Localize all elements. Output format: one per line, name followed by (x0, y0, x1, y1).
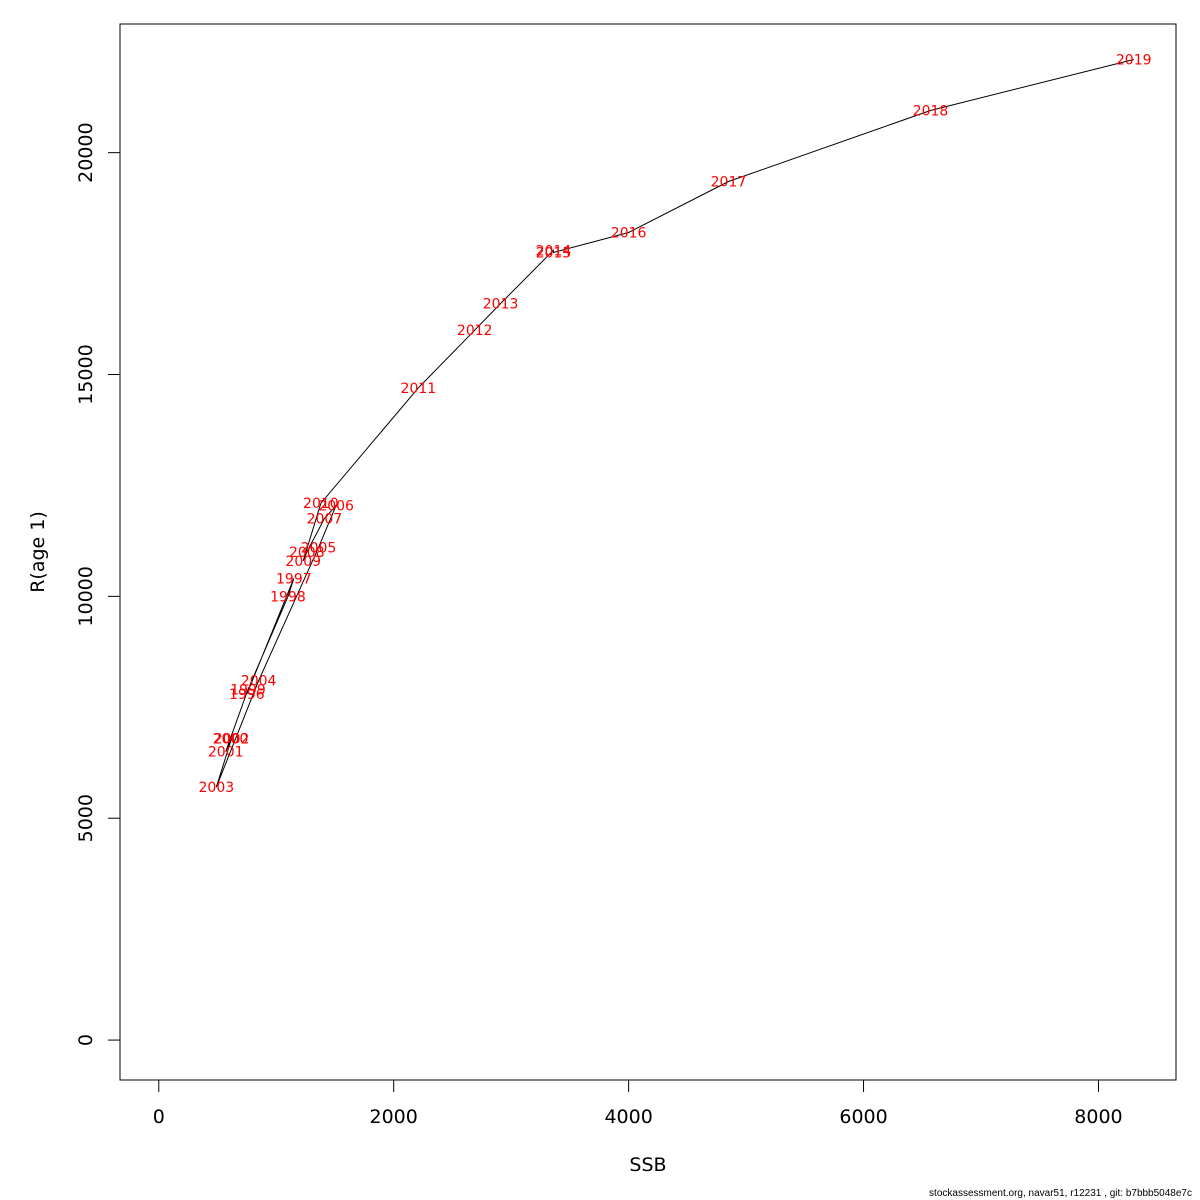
year-label-2008: 2008 (289, 545, 325, 561)
x-tick-label: 6000 (839, 1106, 887, 1128)
y-axis: 0 5000 10000 15000 20000 (75, 122, 121, 1046)
y-tick-label: 10000 (75, 566, 97, 626)
x-tick-label: 2000 (370, 1106, 418, 1128)
x-tick-label: 0 (153, 1106, 165, 1128)
year-label-2005: 2005 (301, 541, 337, 557)
footer-credit: stockassessment.org, navar51, r12231 , g… (929, 1188, 1192, 1199)
year-label-2000: 2000 (213, 731, 249, 747)
year-label-2015: 2015 (536, 246, 572, 262)
y-tick-label: 20000 (75, 122, 97, 182)
year-label-2010: 2010 (303, 496, 339, 512)
x-tick-label: 8000 (1074, 1106, 1122, 1128)
year-label-1998: 1998 (270, 589, 306, 605)
x-axis: 0 2000 4000 6000 8000 (153, 1079, 1123, 1128)
year-label-2002: 2002 (214, 731, 250, 747)
year-label-2009: 2009 (285, 554, 321, 570)
year-label-1997: 1997 (276, 572, 312, 588)
year-label-2016: 2016 (611, 226, 647, 242)
x-axis-title: SSB (629, 1154, 666, 1176)
year-label-2003: 2003 (199, 780, 235, 796)
year-label-2013: 2013 (483, 297, 519, 313)
year-label-2007: 2007 (307, 512, 343, 528)
x-tick-label: 4000 (604, 1106, 652, 1128)
year-label-2006: 2006 (318, 498, 354, 514)
y-tick-label: 15000 (75, 344, 97, 404)
year-label-2019: 2019 (1116, 52, 1152, 68)
year-label-2004: 2004 (241, 674, 277, 690)
year-label-1999: 1999 (230, 683, 266, 699)
year-label-2001: 2001 (208, 745, 244, 761)
year-label-2011: 2011 (401, 381, 437, 397)
year-label-1996: 1996 (229, 687, 265, 703)
y-tick-label: 0 (75, 1034, 97, 1046)
year-label-2012: 2012 (457, 323, 493, 339)
recruitment-series-line (215, 59, 1134, 788)
year-label-2014: 2014 (536, 243, 572, 259)
year-label-2018: 2018 (913, 104, 949, 120)
year-label-2017: 2017 (711, 175, 747, 191)
plot-frame (119, 23, 1177, 1081)
y-axis-title: R(age 1) (27, 511, 49, 593)
y-tick-label: 5000 (75, 794, 97, 842)
